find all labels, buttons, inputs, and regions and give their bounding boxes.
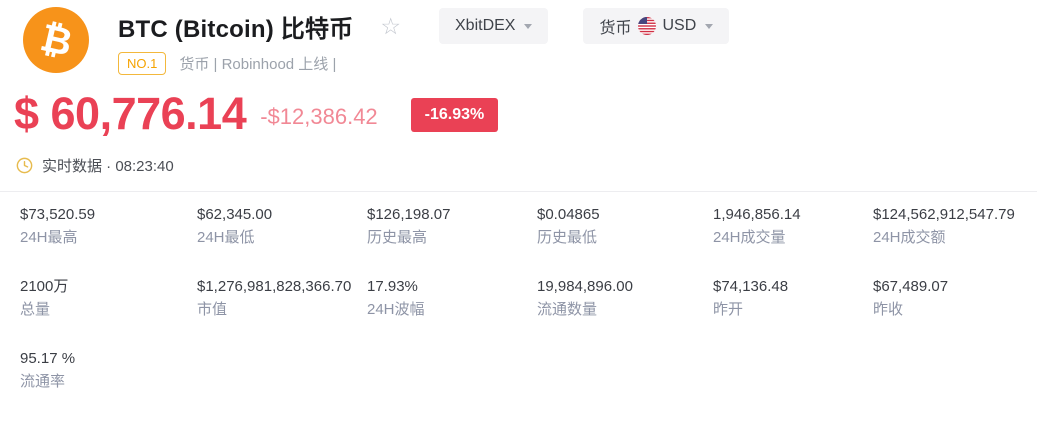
coin-title: BTC (Bitcoin) 比特币 — [118, 15, 354, 43]
stat-total-supply: 2100万 总量 — [20, 277, 197, 320]
stat-label: 24H最高 — [20, 229, 78, 246]
stat-label: 总量 — [20, 301, 51, 318]
bitcoin-symbol-icon: ₿ — [35, 15, 77, 65]
chevron-down-icon — [705, 23, 714, 29]
stat-market-cap: $1,276,981,828,366.70 市值 — [197, 277, 367, 320]
coin-category-tags: 货币 | Robinhood 上线 | — [179, 56, 337, 73]
stat-24h-low: $62,345.00 24H最低 — [197, 205, 367, 248]
stat-value: 95.17 % — [20, 350, 76, 367]
rank-badge: NO.1 — [118, 52, 167, 75]
stat-label: 历史最高 — [367, 229, 428, 246]
clock-icon — [16, 157, 33, 174]
exchange-selector-label: XbitDEX — [455, 17, 516, 34]
chevron-down-icon — [524, 23, 533, 29]
currency-prefix-label: 货币 — [599, 20, 632, 37]
us-flag-icon — [638, 17, 657, 35]
stat-label: 24H波幅 — [367, 301, 425, 318]
current-price: $ 60,776.14 — [14, 88, 247, 139]
stat-value: 19,984,896.00 — [537, 278, 633, 295]
coin-header: ₿ BTC (Bitcoin) 比特币 ☆ XbitDEX 货币 — [0, 0, 1037, 75]
realtime-timestamp: 实时数据 · 08:23:40 — [42, 158, 174, 175]
price-section: $ 60,776.14 -$12,386.42 -16.93% 实时数据 · 0… — [0, 75, 1037, 176]
stat-label: 流通数量 — [537, 301, 598, 318]
stat-24h-turnover: $124,562,912,547.79 24H成交额 — [873, 205, 1037, 248]
stat-label: 24H成交量 — [713, 229, 786, 246]
stat-value: $62,345.00 — [197, 206, 273, 223]
bitcoin-logo: ₿ — [23, 7, 89, 73]
stat-value: $0.04865 — [537, 206, 600, 223]
stat-label: 历史最低 — [537, 229, 598, 246]
stat-label: 昨收 — [873, 301, 904, 318]
stat-24h-high: $73,520.59 24H最高 — [20, 205, 197, 248]
stat-value: $1,276,981,828,366.70 — [197, 278, 352, 295]
stat-prev-open: $74,136.48 昨开 — [713, 277, 873, 320]
stat-24h-volume: 1,946,856.14 24H成交量 — [713, 205, 873, 248]
price-change-amount: -$12,386.42 — [260, 104, 378, 129]
stat-all-time-high: $126,198.07 历史最高 — [367, 205, 537, 248]
stat-value: $126,198.07 — [367, 206, 451, 223]
stat-value: 2100万 — [20, 278, 69, 295]
stat-label: 流通率 — [20, 373, 66, 390]
exchange-selector-button[interactable]: XbitDEX — [439, 8, 549, 44]
stat-label: 昨开 — [713, 301, 744, 318]
stat-value: 17.93% — [367, 278, 418, 295]
stat-prev-close: $67,489.07 昨收 — [873, 277, 1037, 320]
stat-label: 24H成交额 — [873, 229, 946, 246]
currency-selector-button[interactable]: 货币 — [583, 8, 730, 44]
stat-all-time-low: $0.04865 历史最低 — [537, 205, 713, 248]
section-divider — [0, 191, 1037, 192]
stat-value: 1,946,856.14 — [713, 206, 801, 223]
stat-circulating-supply: 19,984,896.00 流通数量 — [537, 277, 713, 320]
stat-label: 24H最低 — [197, 229, 255, 246]
price-change-percent-badge: -16.93% — [410, 98, 499, 132]
currency-code-label: USD — [662, 17, 697, 34]
favorite-star-icon[interactable]: ☆ — [380, 12, 401, 39]
stat-value: $67,489.07 — [873, 278, 949, 295]
stat-value: $124,562,912,547.79 — [873, 206, 1015, 223]
market-stats-grid: $73,520.59 24H最高 $62,345.00 24H最低 $126,1… — [0, 192, 1037, 392]
stat-value: $73,520.59 — [20, 206, 96, 223]
stat-24h-amplitude: 17.93% 24H波幅 — [367, 277, 537, 320]
stat-label: 市值 — [197, 301, 228, 318]
stat-circulation-rate: 95.17 % 流通率 — [20, 349, 197, 392]
stat-value: $74,136.48 — [713, 278, 789, 295]
